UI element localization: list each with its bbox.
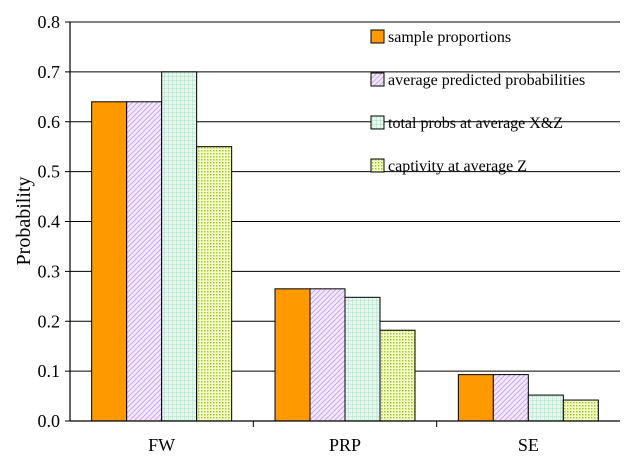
bar-fw-series-3 [161, 71, 198, 422]
y-tick-label: 0.2 [38, 311, 61, 331]
category-label-fw: FW [148, 435, 175, 455]
legend-swatch-2 [370, 72, 385, 87]
bar-prp-series-1 [274, 288, 311, 422]
bar-fw-series-2 [126, 101, 163, 422]
legend-label-3: total probs at average X&Z [388, 115, 563, 132]
y-tick-label: 0.0 [38, 411, 61, 431]
y-tick-label: 0.8 [38, 12, 61, 32]
y-tick-label: 0.1 [38, 361, 61, 381]
bar-prp-series-3 [344, 296, 381, 422]
y-axis-title: Probability [13, 177, 35, 266]
y-tick-label: 0.3 [38, 261, 61, 281]
legend: sample proportions average predicted prob… [370, 29, 585, 175]
legend-label-1: sample proportions [388, 29, 511, 46]
bar-prp-series-4 [379, 329, 416, 422]
y-tick-label: 0.5 [38, 162, 61, 182]
legend-swatch-3 [370, 115, 385, 130]
bar-se-series-1 [457, 374, 494, 422]
bar-se-series-3 [527, 394, 564, 422]
category-label-se: SE [518, 435, 539, 455]
category-labels: FW PRP SE [148, 435, 539, 455]
bar-se-series-4 [562, 399, 599, 422]
legend-swatch-4 [370, 158, 385, 173]
axes [65, 21, 620, 427]
bar-prp-series-2 [309, 288, 346, 422]
bar-fw-series-1 [91, 101, 128, 422]
y-tick-label: 0.7 [38, 62, 61, 82]
y-tick-label: 0.6 [38, 112, 61, 132]
legend-label-4: captivity at average Z [388, 158, 527, 175]
y-tick-labels: 0.0 0.1 0.2 0.3 0.4 0.5 0.6 0.7 0.8 [38, 12, 61, 431]
legend-label-2: average predicted probabilities [388, 72, 585, 89]
bars [91, 71, 599, 422]
category-label-prp: PRP [329, 435, 361, 455]
y-tick-label: 0.4 [38, 212, 61, 232]
bar-se-series-2 [492, 374, 529, 422]
legend-swatch-1 [370, 29, 385, 44]
bar-fw-series-4 [196, 146, 233, 422]
